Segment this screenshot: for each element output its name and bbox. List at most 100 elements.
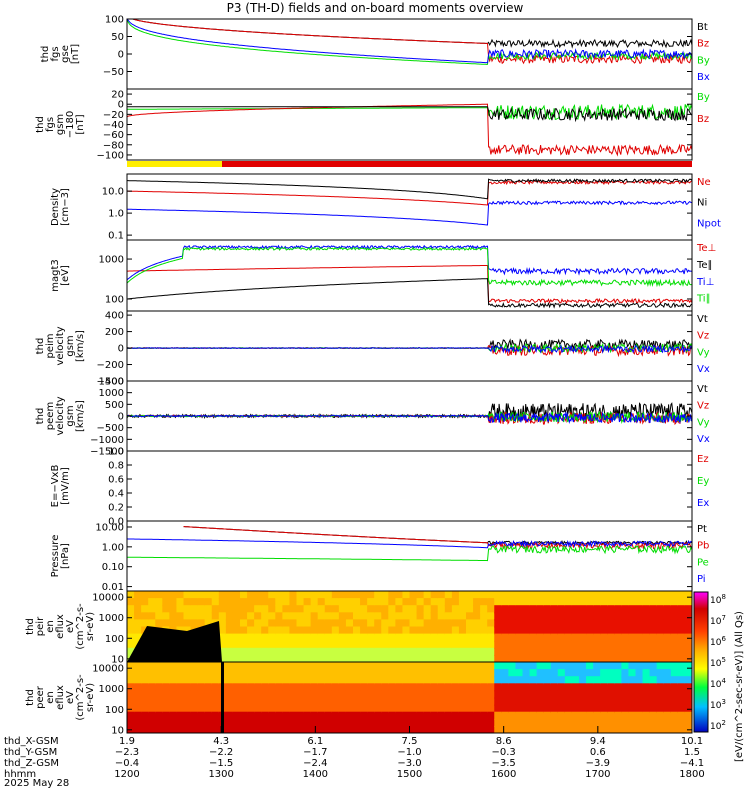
spectrum-cell xyxy=(169,711,178,720)
spectrum-cell xyxy=(416,612,425,621)
spectrum-cell xyxy=(218,612,227,621)
spectrum-cell xyxy=(296,676,305,685)
spectrum-cell xyxy=(409,690,418,699)
spectrum-cell xyxy=(480,591,489,600)
spectrum-cell xyxy=(176,711,185,720)
spectrum-cell xyxy=(458,626,467,635)
spectrum-cell xyxy=(395,725,404,733)
chart-title: P3 (TH-D) fields and on-board moments ov… xyxy=(226,1,524,15)
spectrum-cell xyxy=(374,619,383,628)
spectrum-cell xyxy=(345,683,354,692)
spectrum-cell xyxy=(529,662,538,671)
spectrum-cell xyxy=(296,654,305,662)
spectrum-cell xyxy=(635,711,644,720)
spectrum-cell xyxy=(543,654,552,662)
spectrum-cell xyxy=(571,690,580,699)
spectrum-cell xyxy=(176,662,185,671)
spectrum-cell xyxy=(487,612,496,621)
y-axis-label: magt3 [eV] xyxy=(50,259,71,292)
spectrum-cell xyxy=(571,662,580,671)
spectrum-cell xyxy=(275,647,284,656)
spectrum-cell xyxy=(289,697,298,706)
y-tick-label: 1500 xyxy=(99,377,124,388)
y-label-line: [km/s] xyxy=(75,330,86,362)
spectrum-cell xyxy=(317,626,326,635)
spectrum-cell xyxy=(466,633,475,642)
spectrum-cell xyxy=(656,605,665,614)
spectrum-cell xyxy=(409,591,418,600)
spectrum-cell xyxy=(536,669,545,678)
spectrum-cell xyxy=(331,711,340,720)
series-ti-perp xyxy=(127,244,692,281)
spectrum-cell xyxy=(338,697,347,706)
spectrum-cell xyxy=(331,647,340,656)
spectrum-cell xyxy=(310,612,319,621)
spectrum-cell xyxy=(579,725,588,733)
spectrum-cell xyxy=(268,612,277,621)
spectrum-cell xyxy=(423,676,432,685)
y-label-line: peem xyxy=(45,402,56,430)
spectrum-cell xyxy=(296,633,305,642)
spectrum-cell xyxy=(155,718,164,727)
spectrum-cell xyxy=(261,633,270,642)
spectrum-cell xyxy=(628,598,637,607)
spectrum-cell xyxy=(374,640,383,649)
spectrum-cell xyxy=(635,662,644,671)
spectrum-cell xyxy=(374,633,383,642)
y-label-line: (cm^2-s- xyxy=(75,674,86,721)
spectrum-cell xyxy=(423,591,432,600)
spectrum-cell xyxy=(240,647,249,656)
spectrum-cell xyxy=(557,626,566,635)
spectrum-cell xyxy=(444,626,453,635)
spectrum-cell xyxy=(409,718,418,727)
spectrum-cell xyxy=(635,619,644,628)
legend-bz: Bz xyxy=(697,114,709,125)
spectrum-cell xyxy=(409,654,418,662)
spectrum-cell xyxy=(240,725,249,733)
spectrum-cell xyxy=(614,690,623,699)
spectrum-cell xyxy=(614,662,623,671)
spectrum-cell xyxy=(423,683,432,692)
spectrum-cell xyxy=(508,725,517,733)
spectrum-cell xyxy=(176,605,185,614)
spectrum-cell xyxy=(303,711,312,720)
spectrum-cell xyxy=(190,711,199,720)
spectrum-cell xyxy=(416,725,425,733)
spectrum-cell xyxy=(162,612,171,621)
spectrum-cell xyxy=(444,662,453,671)
spectrum-cell xyxy=(360,591,369,600)
spectrum-cell xyxy=(282,605,291,614)
spectrum-cell xyxy=(317,605,326,614)
spectrum-cell xyxy=(564,654,573,662)
series-ni xyxy=(127,178,692,200)
spectrum-cell xyxy=(211,718,220,727)
spectrum-cell xyxy=(317,619,326,628)
spectrum-cell xyxy=(543,669,552,678)
x-tick-label: 9.4 xyxy=(590,736,606,747)
spectrum-cell xyxy=(614,683,623,692)
spectrum-cell xyxy=(677,612,686,621)
spectrum-cell xyxy=(508,612,517,621)
spectrum-cell xyxy=(437,662,446,671)
spectrum-cell xyxy=(409,647,418,656)
spectrum-cell xyxy=(204,711,213,720)
spectrum-cell xyxy=(218,647,227,656)
spectrum-cell xyxy=(430,619,439,628)
spectrum-cell xyxy=(437,619,446,628)
spectrum-cell xyxy=(593,683,602,692)
spectrum-cell xyxy=(550,654,559,662)
spectrum-cell xyxy=(388,598,397,607)
spectrum-cell xyxy=(275,669,284,678)
spectrum-cell xyxy=(494,711,503,720)
x-row-label: thd_Z-GSM xyxy=(4,758,59,769)
spectrum-cell xyxy=(501,605,510,614)
spectrum-cell xyxy=(480,612,489,621)
spectrum-cell xyxy=(155,711,164,720)
spectrum-cell xyxy=(134,697,143,706)
spectrum-cell xyxy=(247,619,256,628)
spectrum-cell xyxy=(621,662,630,671)
spectrum-cell xyxy=(324,697,333,706)
spectrum-cell xyxy=(367,690,376,699)
y-tick-label: 200 xyxy=(105,327,124,338)
